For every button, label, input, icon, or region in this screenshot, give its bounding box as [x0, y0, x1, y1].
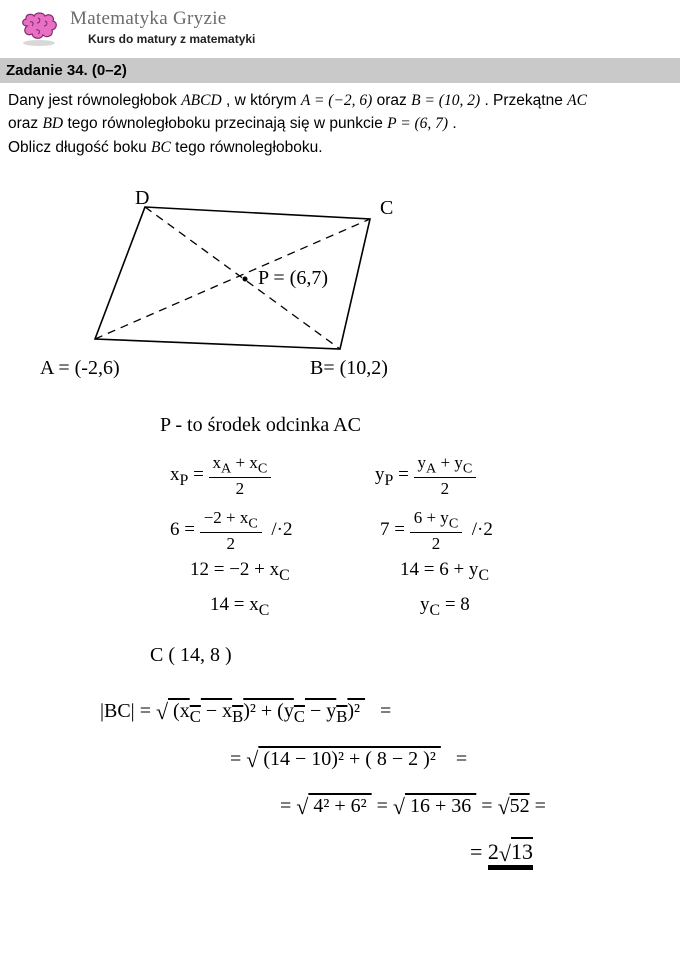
text: Dany jest równoległobok — [8, 92, 181, 109]
y-step3: yC = 8 — [420, 594, 470, 620]
text: . — [452, 115, 456, 132]
text: . Przekątne — [484, 92, 567, 109]
x-step2: 12 = −2 + xC — [190, 559, 290, 585]
bc-formula-2: = √ (14 − 10)² + ( 8 − 2 )² = — [230, 747, 467, 773]
label-c: C — [380, 197, 393, 220]
x-step1: 6 = −2 + xC2 /·2 — [170, 509, 292, 553]
var-abcd: ABCD — [181, 92, 221, 109]
problem-statement: Dany jest równoległobok ABCD , w którym … — [0, 83, 680, 159]
task-heading: Zadanie 34. (0–2) — [0, 58, 680, 83]
text: tego równoległoboku przecinają się w pun… — [67, 115, 387, 132]
label-p: P = (6,7) — [258, 267, 328, 290]
var-b: B = (10, 2) — [411, 92, 480, 109]
text: oraz — [8, 115, 42, 132]
site-title: Matematyka Gryzie — [70, 8, 255, 30]
x-step3: 14 = xC — [210, 594, 269, 620]
site-subtitle: Kurs do matury z matematyki — [88, 32, 255, 46]
brain-icon — [18, 10, 60, 48]
y-step1: 7 = 6 + yC2 /·2 — [380, 509, 493, 553]
var-bd: BD — [42, 115, 63, 132]
text: , w którym — [226, 92, 301, 109]
header-text: Matematyka Gryzie Kurs do matury z matem… — [70, 8, 255, 46]
y-step2: 14 = 6 + yC — [400, 559, 489, 585]
text: Oblicz długość boku — [8, 139, 151, 156]
label-d: D — [135, 187, 149, 210]
text: tego równoległoboku. — [175, 139, 322, 156]
label-a: A = (-2,6) — [40, 357, 120, 380]
bc-result: = 2√13 — [470, 839, 533, 867]
point-c: C ( 14, 8 ) — [150, 644, 232, 667]
text: oraz — [377, 92, 411, 109]
bc-formula-3: = √ 4² + 6² = √ 16 + 36 = √52 = — [280, 794, 546, 820]
var-ac: AC — [567, 92, 587, 109]
var-a: A = (−2, 6) — [301, 92, 372, 109]
label-b: B= (10,2) — [310, 357, 388, 380]
var-bc: BC — [151, 139, 171, 156]
parallelogram-diagram: D C P = (6,7) A = (-2,6) B= (10,2) — [0, 189, 680, 399]
page-header: Matematyka Gryzie Kurs do matury z matem… — [0, 0, 680, 58]
yp-formula: yP = yA + yC2 — [375, 454, 476, 498]
xp-formula: xP = xA + xC2 — [170, 454, 271, 498]
bc-formula-1: |BC| = √ (xC − xB)² + (yC − yB)² = — [100, 699, 391, 727]
var-p: P = (6, 7) — [387, 115, 448, 132]
note-p-midpoint: P - to środek odcinka AC — [160, 414, 361, 437]
